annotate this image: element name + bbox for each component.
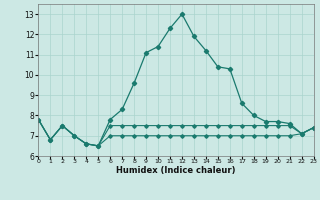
X-axis label: Humidex (Indice chaleur): Humidex (Indice chaleur) — [116, 166, 236, 175]
